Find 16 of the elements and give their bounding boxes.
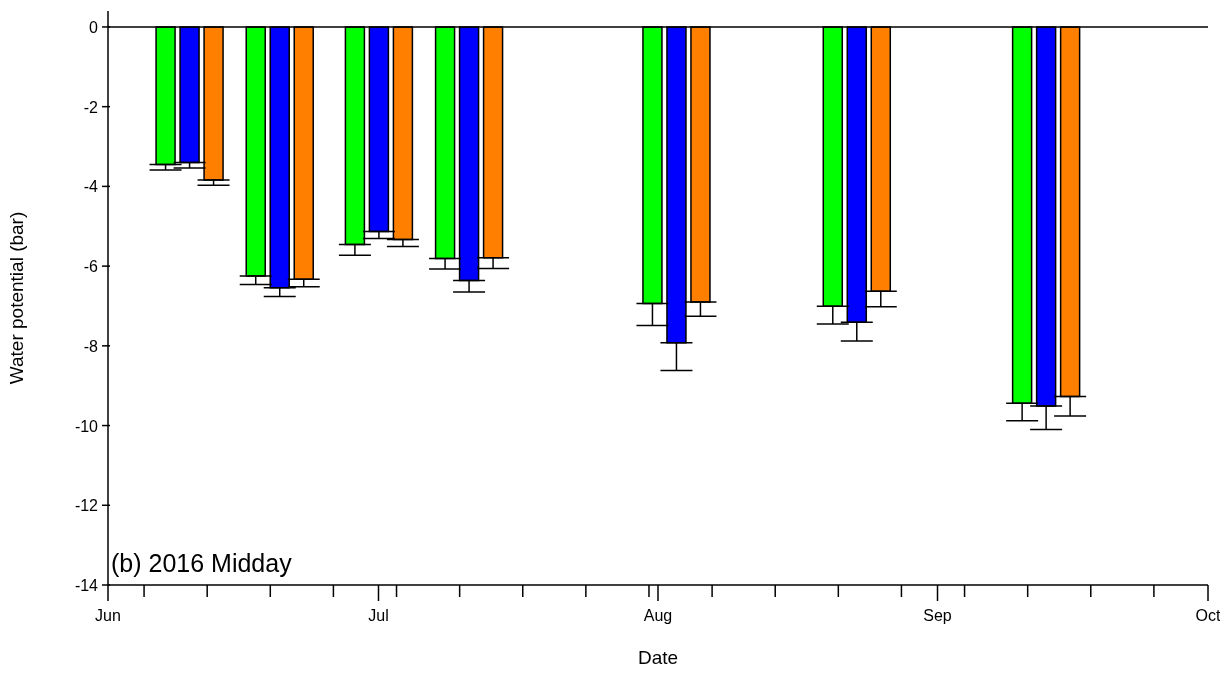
y-tick-label: -4 — [83, 178, 99, 196]
x-tick-label: Jun — [95, 607, 121, 624]
y-tick-label: 0 — [89, 18, 99, 36]
x-tick-label: Jul — [368, 607, 389, 624]
y-tick-label: -8 — [83, 337, 99, 355]
y-tick-label: -2 — [83, 98, 99, 116]
x-axis-title: Date — [637, 647, 679, 668]
y-tick-label: -14 — [74, 577, 99, 594]
y-tick-label: -6 — [83, 258, 99, 276]
y-tick-label: -10 — [74, 417, 99, 435]
y-axis-title: Water potential (bar) — [5, 211, 27, 385]
y-tick-label: -12 — [74, 497, 99, 515]
x-tick-label: Oct — [1195, 607, 1221, 624]
annotation: (b) 2016 Midday — [111, 549, 292, 578]
x-tick-label: Sep — [923, 607, 952, 624]
x-tick-label: Aug — [643, 607, 673, 624]
